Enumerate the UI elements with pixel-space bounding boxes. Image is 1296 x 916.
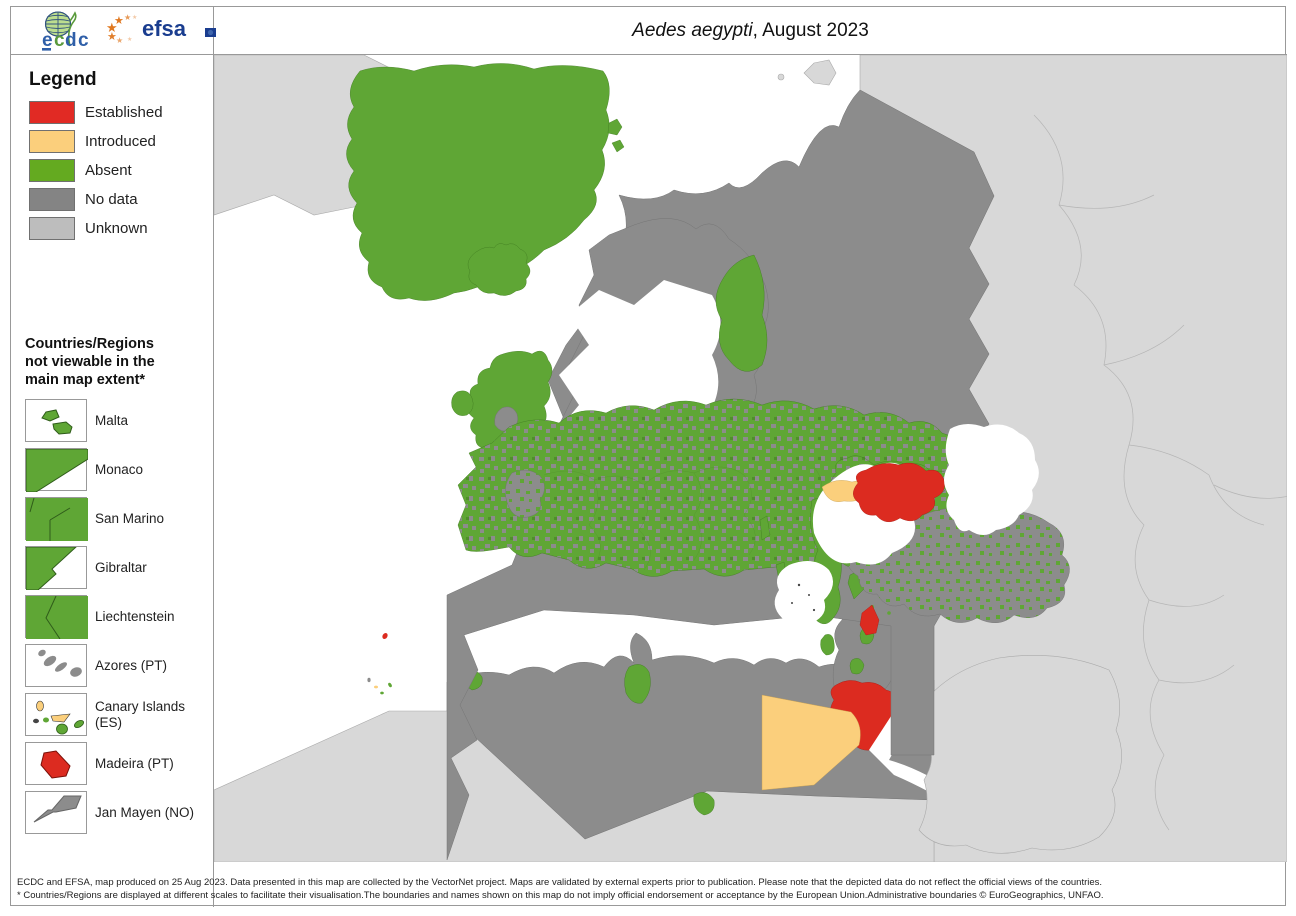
svg-text:c: c <box>78 30 89 51</box>
svg-text:★: ★ <box>114 15 124 27</box>
svg-text:★: ★ <box>116 36 123 43</box>
svg-text:★: ★ <box>132 14 137 21</box>
svg-text:★: ★ <box>124 13 131 22</box>
svg-text:d: d <box>65 30 77 51</box>
svg-text:e: e <box>42 30 53 51</box>
svg-text:c: c <box>54 30 65 51</box>
svg-text:efsa: efsa <box>142 16 187 41</box>
svg-text:★: ★ <box>127 36 132 43</box>
